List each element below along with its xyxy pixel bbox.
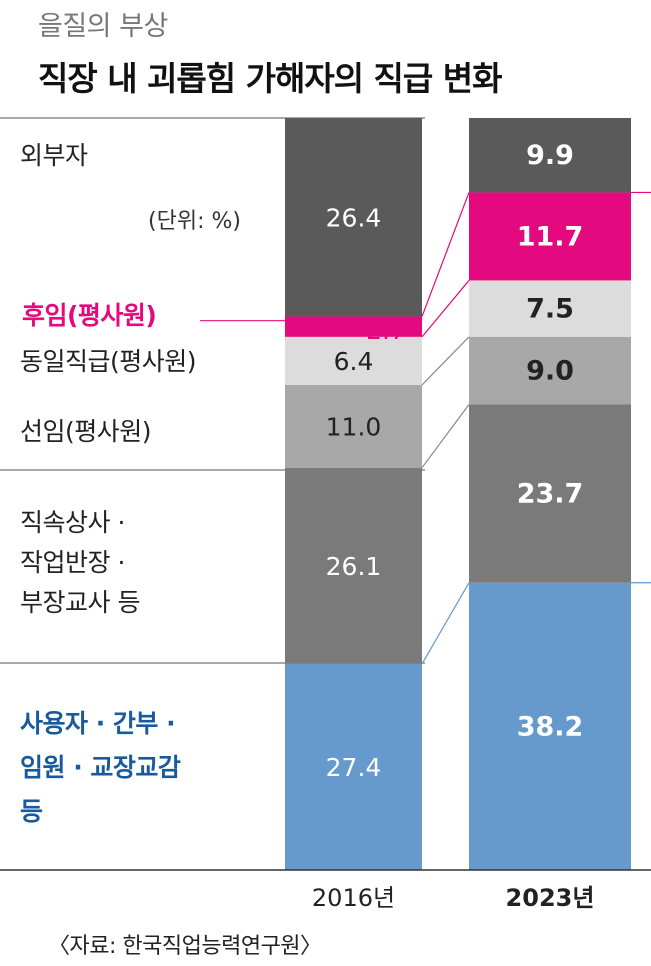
- value-label-2016년-management: 27.4: [326, 753, 382, 782]
- bar-2023년-same-rank: [469, 280, 631, 337]
- label-management-line1: 사용자 · 간부 ·: [20, 709, 176, 738]
- bar-2023년-management: [469, 582, 631, 870]
- value-label-2016년-outside: 26.4: [326, 203, 382, 232]
- bar-2016년-management: [285, 663, 422, 870]
- label-outside: 외부자: [20, 141, 88, 170]
- bar-2016년-same-rank: [285, 336, 422, 385]
- connector-line-direct-supervisor: [421, 404, 470, 469]
- value-label-2023년-direct-supervisor: 23.7: [517, 479, 584, 510]
- bar-2016년-outside: [285, 118, 422, 317]
- value-label-2023년-management: 38.2: [517, 711, 584, 742]
- bar-2023년-senior: [469, 336, 631, 405]
- label-management-line2: 임원 · 교장교감: [20, 753, 181, 782]
- bar-2023년-outside: [469, 118, 631, 193]
- value-label-2016년-junior: 2.7: [366, 316, 406, 345]
- connector-line-junior: [421, 192, 470, 317]
- category-label-2023년: 2023년: [506, 884, 595, 912]
- label-junior: 후임(평사원): [22, 301, 157, 330]
- bar-2023년-direct-supervisor: [469, 404, 631, 583]
- value-label-2016년-senior: 11.0: [326, 412, 382, 441]
- bar-2016년-direct-supervisor: [285, 467, 422, 664]
- value-label-2023년-junior: 11.7: [517, 221, 584, 252]
- label-senior: 선임(평사원): [20, 417, 152, 446]
- chart-title: 직장 내 괴롭힘 가해자의 직급 변화: [38, 59, 502, 98]
- label-direct-supervisor-line1: 직속상사 ·: [20, 508, 125, 537]
- category-label-2016년: 2016년: [312, 884, 395, 912]
- value-label-2023년-same-rank: 7.5: [526, 294, 574, 325]
- value-label-2023년-outside: 9.9: [526, 140, 574, 171]
- bar-2016년-junior: [285, 316, 422, 337]
- connector-line-senior: [421, 336, 470, 386]
- chart-kicker: 을질의 부상: [38, 11, 168, 42]
- connector-line-management: [421, 582, 470, 665]
- source-note: 〈자료: 한국직업능력연구원〉: [48, 934, 322, 959]
- value-label-2016년-same-rank: 6.4: [334, 347, 374, 376]
- value-label-2023년-senior: 9.0: [526, 356, 574, 387]
- label-management-line3: 등: [20, 797, 43, 826]
- value-label-2016년-direct-supervisor: 26.1: [326, 552, 382, 581]
- label-direct-supervisor-line3: 부장교사 등: [20, 588, 140, 617]
- bar-2016년-senior: [285, 384, 422, 468]
- label-management: 사용자 · 간부 · 임원 · 교장교감 등: [20, 702, 181, 834]
- bar-2023년-junior: [469, 192, 631, 281]
- connector-line-same-rank: [421, 280, 470, 338]
- label-same-rank: 동일직급(평사원): [20, 347, 197, 376]
- unit-label: (단위: %): [148, 209, 241, 234]
- label-direct-supervisor: 직속상사 · 작업반장 · 부장교사 등: [20, 503, 140, 623]
- label-direct-supervisor-line2: 작업반장 ·: [20, 548, 125, 577]
